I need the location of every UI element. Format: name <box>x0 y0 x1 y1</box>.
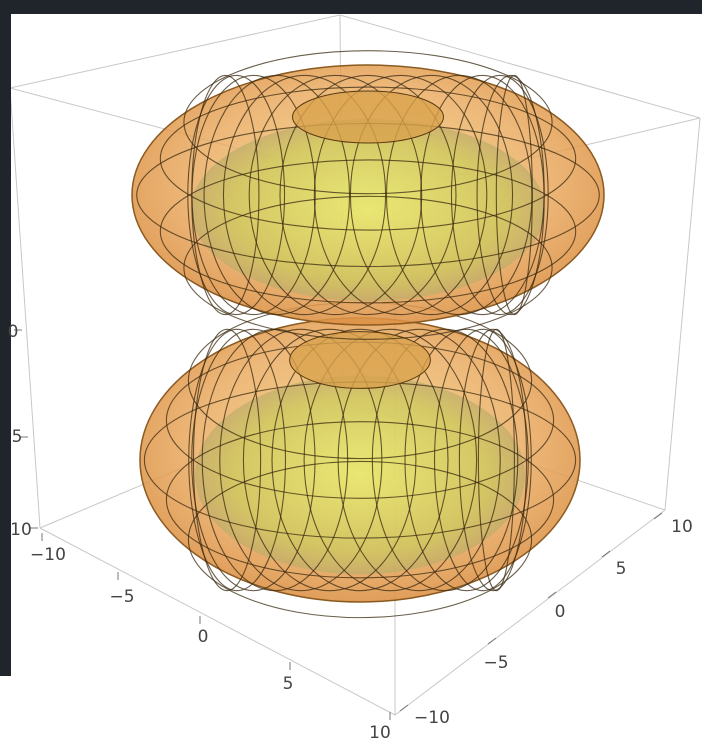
mesh-line <box>159 86 577 231</box>
tick-labels: 0 5 10 −10 −5 0 5 10 10 5 0 −5 −10 <box>8 322 693 743</box>
tick-label: 0 <box>198 627 209 647</box>
torus-hole <box>291 90 445 144</box>
mesh-line <box>187 74 286 316</box>
mesh-line <box>371 328 519 592</box>
mesh-line <box>313 74 488 316</box>
tick-mark <box>601 550 611 558</box>
tick-label: 0 <box>555 602 566 622</box>
tick-label: −10 <box>30 545 66 565</box>
left-frame <box>0 0 11 676</box>
tick-label: 0 <box>8 322 19 342</box>
mesh-line <box>477 328 515 592</box>
tick-label: 10 <box>671 517 693 537</box>
mesh-line <box>248 74 423 316</box>
tick-mark <box>653 512 663 520</box>
top-frame <box>0 0 702 14</box>
mesh-line <box>191 328 316 592</box>
tick-label: 5 <box>616 559 627 579</box>
torus-hole <box>289 331 431 389</box>
mesh-line <box>271 328 449 592</box>
mesh-line <box>188 328 287 592</box>
mesh-line <box>433 328 532 592</box>
mesh-line <box>183 195 553 340</box>
mesh-line <box>165 421 555 579</box>
mesh-line <box>337 328 501 592</box>
mesh-line <box>349 74 514 316</box>
axis-ticks <box>14 329 663 720</box>
mesh-line <box>222 74 387 316</box>
tick-label: 10 <box>369 723 391 743</box>
tick-label: 5 <box>283 674 294 694</box>
mesh-line <box>279 74 457 316</box>
mesh-line <box>385 74 533 316</box>
mesh-line <box>159 159 577 304</box>
tick-mark <box>399 704 409 712</box>
mesh-line <box>450 74 549 316</box>
surface <box>131 50 605 619</box>
mesh-line <box>203 74 351 316</box>
mesh-line <box>183 50 553 195</box>
inner-surface <box>191 119 545 301</box>
tick-label: −5 <box>483 653 508 673</box>
torus <box>139 301 581 619</box>
mesh-line <box>219 328 383 592</box>
tick-mark <box>547 591 557 599</box>
mesh-line <box>404 328 529 592</box>
mesh-line <box>187 460 533 619</box>
tick-label: 5 <box>12 427 23 447</box>
tick-label: −5 <box>109 587 134 607</box>
mesh-line <box>191 74 260 316</box>
mesh-line <box>242 328 417 592</box>
mesh-line <box>303 328 478 592</box>
mesh-line <box>420 74 545 316</box>
tick-mark <box>487 637 497 645</box>
tick-label: −10 <box>414 708 450 728</box>
inner-surface <box>195 375 525 575</box>
torus <box>131 50 605 340</box>
tick-label: 10 <box>10 520 32 540</box>
